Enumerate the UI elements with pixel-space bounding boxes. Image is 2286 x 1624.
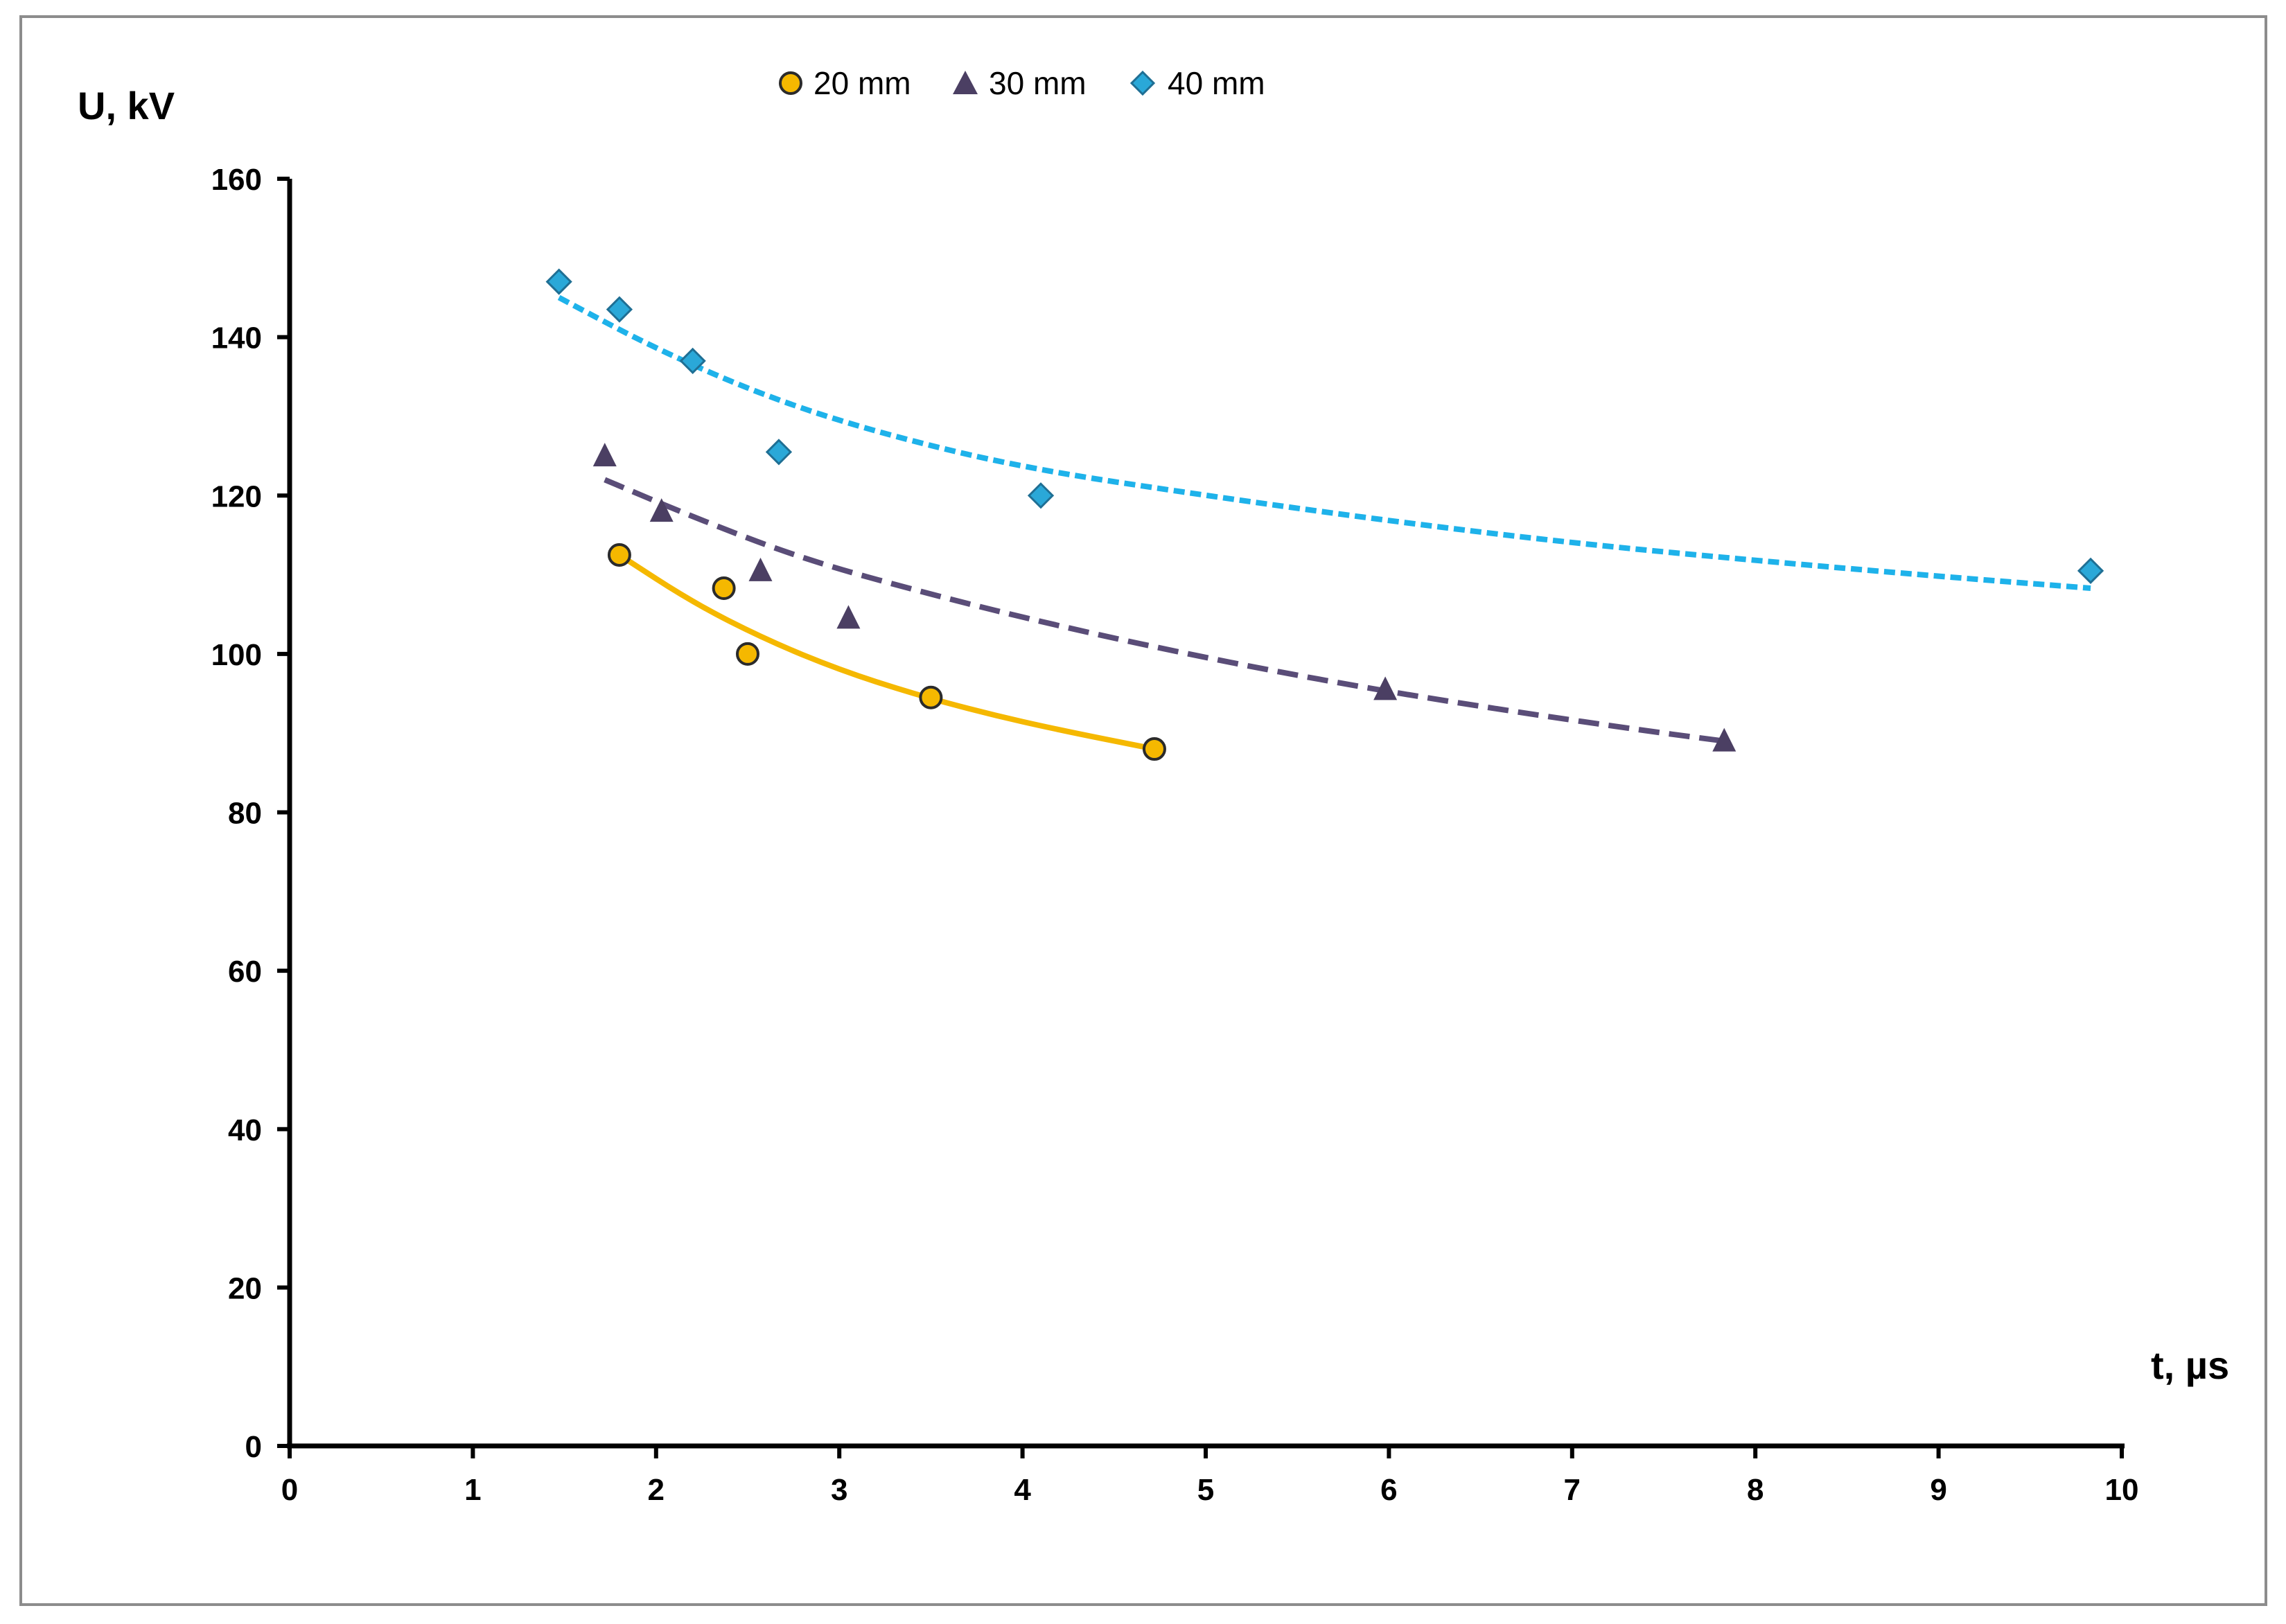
y-tick-label: 100 bbox=[211, 638, 262, 672]
data-point-series-1 bbox=[748, 557, 773, 581]
x-tick-label: 5 bbox=[1197, 1473, 1214, 1507]
legend-marker-30mm bbox=[953, 71, 978, 94]
x-tick-label: 0 bbox=[281, 1473, 298, 1507]
x-tick-label: 9 bbox=[1930, 1473, 1946, 1507]
trendline-series-1 bbox=[604, 477, 1725, 744]
trendlines bbox=[557, 294, 2091, 752]
y-tick-label: 140 bbox=[211, 321, 262, 355]
legend: 20 mm 30 mm 40 mm bbox=[779, 65, 1265, 101]
y-tick-label: 80 bbox=[228, 797, 262, 831]
y-tick-label: 0 bbox=[245, 1430, 262, 1464]
chart-frame bbox=[19, 15, 2267, 1606]
data-point-series-2 bbox=[1027, 482, 1055, 509]
trendline-series-0 bbox=[617, 552, 1155, 752]
x-tick-label: 1 bbox=[464, 1473, 481, 1507]
data-point-series-1 bbox=[836, 605, 861, 629]
x-axis-title: t, µs bbox=[2151, 1343, 2229, 1387]
x-tick-label: 2 bbox=[648, 1473, 665, 1507]
x-tick-label: 8 bbox=[1747, 1473, 1764, 1507]
y-tick-label: 40 bbox=[228, 1113, 262, 1147]
data-point-series-0 bbox=[919, 685, 943, 709]
x-tick-label: 4 bbox=[1014, 1473, 1031, 1507]
data-point-series-2 bbox=[545, 268, 572, 295]
data-point-series-2 bbox=[606, 296, 633, 323]
data-point-series-2 bbox=[765, 439, 793, 466]
points bbox=[545, 268, 2104, 761]
data-point-series-0 bbox=[712, 576, 736, 600]
data-point-series-0 bbox=[736, 642, 759, 666]
legend-label-40mm: 40 mm bbox=[1168, 65, 1265, 101]
x-tick-label: 6 bbox=[1380, 1473, 1397, 1507]
y-axis-title: U, kV bbox=[78, 84, 175, 127]
y-tick-label: 160 bbox=[211, 163, 262, 197]
legend-label-30mm: 30 mm bbox=[989, 65, 1087, 101]
data-point-series-2 bbox=[679, 347, 706, 375]
data-point-series-0 bbox=[607, 542, 631, 567]
data-point-series-1 bbox=[1373, 676, 1398, 700]
data-point-series-1 bbox=[592, 443, 617, 467]
legend-label-20mm: 20 mm bbox=[814, 65, 911, 101]
x-tick-label: 3 bbox=[831, 1473, 847, 1507]
data-point-series-0 bbox=[1142, 737, 1166, 761]
x-tick-label: 10 bbox=[2105, 1473, 2139, 1507]
x-tick-label: 7 bbox=[1564, 1473, 1581, 1507]
legend-marker-40mm bbox=[1129, 70, 1156, 96]
y-tick-label: 120 bbox=[211, 479, 262, 513]
y-tick-label: 60 bbox=[228, 955, 262, 989]
y-tick-label: 20 bbox=[228, 1271, 262, 1305]
data-point-series-1 bbox=[649, 498, 674, 522]
data-point-series-1 bbox=[1712, 727, 1737, 752]
data-point-series-2 bbox=[2077, 557, 2104, 584]
legend-marker-20mm bbox=[779, 71, 802, 95]
